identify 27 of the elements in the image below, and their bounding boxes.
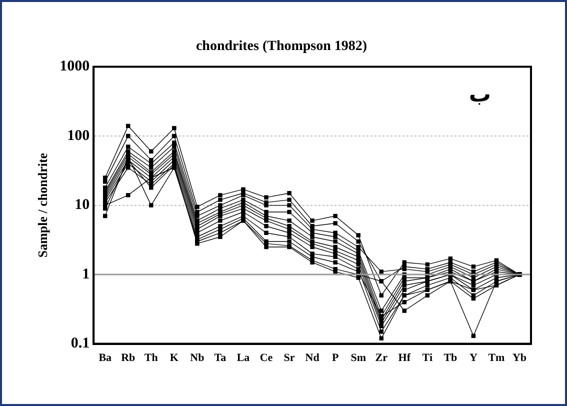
annotation: ب [468, 82, 491, 108]
x-tick-label: Nd [305, 352, 320, 364]
x-tick-label: Ce [260, 352, 273, 364]
x-tick-label: Th [144, 352, 158, 364]
x-tick-label: Ta [214, 352, 227, 364]
y-tick-label: 10 [74, 197, 90, 214]
y-tick-label: 0.1 [70, 336, 90, 352]
y-tick-label: 100 [67, 128, 90, 144]
x-tick-label: Ba [98, 352, 112, 364]
x-tick-label: Sr [284, 352, 295, 364]
y-axis-title: Sample / chondrite [35, 152, 50, 258]
x-tick-label: Sm [350, 352, 366, 364]
x-tick-label: K [170, 352, 179, 364]
x-tick-label: Zr [375, 352, 388, 364]
y-tick-label: 1000 [60, 58, 90, 75]
x-tick-label: Rb [121, 352, 136, 364]
chart-title: chondrites (Thompson 1982) [196, 39, 368, 54]
x-tick-label: Yb [512, 352, 527, 364]
x-tick-label: Nb [190, 352, 204, 364]
x-tick-label: Ti [422, 352, 433, 364]
x-tick-label: Y [469, 352, 478, 364]
x-tick-label: P [332, 352, 339, 364]
x-tick-label: Tm [488, 352, 505, 364]
x-tick-label: Tb [444, 352, 458, 364]
y-tick-label: 1 [82, 266, 90, 282]
x-tick-label: La [236, 352, 250, 364]
x-tick-label: Hf [398, 352, 411, 364]
